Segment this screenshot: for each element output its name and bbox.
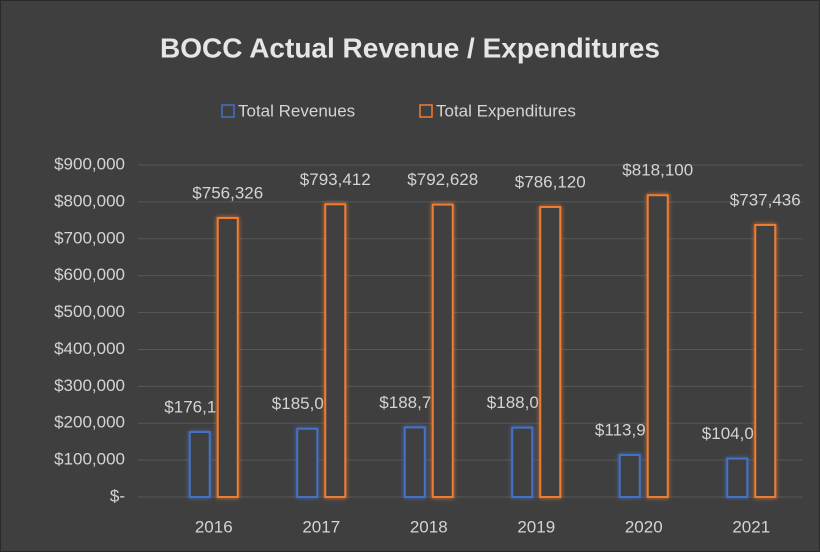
- data-label: $737,436: [730, 190, 801, 209]
- data-label: $793,412: [300, 170, 371, 189]
- y-tick-label: $400,000: [54, 339, 125, 358]
- y-tick-label: $-: [110, 486, 125, 505]
- bar: [216, 216, 239, 498]
- bar: [431, 203, 454, 498]
- legend-swatch: [419, 104, 433, 118]
- y-tick-label: $200,000: [54, 413, 125, 432]
- x-tick-label: 2018: [410, 517, 448, 536]
- data-label: $792,628: [407, 170, 478, 189]
- legend-label: Total Revenues: [238, 101, 355, 120]
- bar: [403, 426, 426, 498]
- y-tick-label: $300,000: [54, 376, 125, 395]
- x-tick-label: 2021: [732, 517, 770, 536]
- bar: [324, 203, 347, 498]
- data-label: $756,326: [192, 183, 263, 202]
- bar: [511, 426, 534, 499]
- bar: [539, 206, 562, 498]
- y-tick-label: $700,000: [54, 228, 125, 247]
- data-label: $818,100: [622, 161, 693, 180]
- data-label: $786,120: [515, 172, 586, 191]
- x-tick-label: 2019: [517, 517, 555, 536]
- x-tick-label: 2016: [195, 517, 233, 536]
- chart-title: BOCC Actual Revenue / Expenditures: [160, 32, 660, 63]
- y-tick-label: $500,000: [54, 302, 125, 321]
- bar: [646, 194, 669, 498]
- bar: [726, 457, 749, 499]
- y-tick-label: $800,000: [54, 191, 125, 210]
- legend-label: Total Expenditures: [436, 101, 576, 120]
- y-tick-label: $600,000: [54, 265, 125, 284]
- bar: [188, 431, 211, 498]
- bar: [296, 427, 319, 498]
- bar: [754, 223, 777, 498]
- bar: [618, 453, 641, 499]
- y-tick-label: $100,000: [54, 450, 125, 469]
- y-tick-label: $900,000: [54, 154, 125, 173]
- x-tick-label: 2020: [625, 517, 663, 536]
- x-tick-label: 2017: [302, 517, 340, 536]
- legend-swatch: [221, 104, 235, 118]
